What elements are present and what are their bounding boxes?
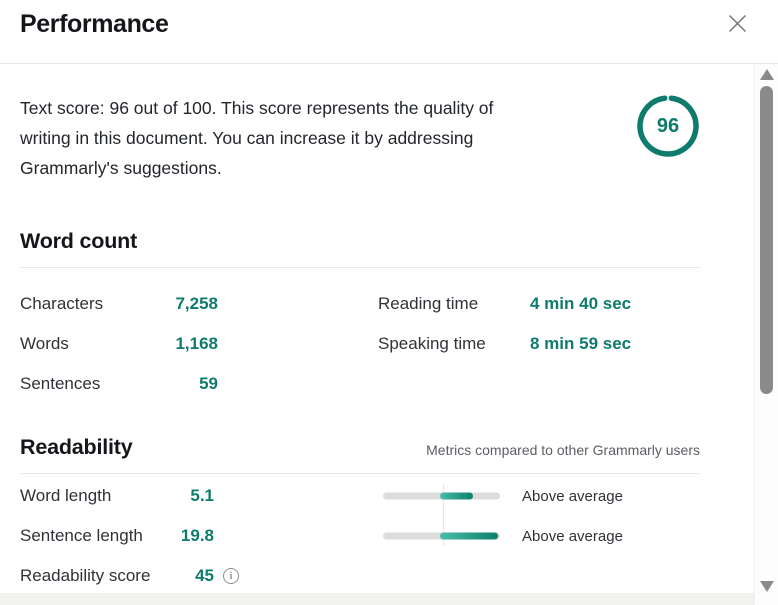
- word-count-section: Word count Characters 7,258 Words 1,168 …: [20, 229, 700, 404]
- stat-row-sentence-length: Sentence length 19.8 Above average: [20, 516, 700, 556]
- score-description: Text score: 96 out of 100. This score re…: [20, 98, 494, 178]
- divider: [20, 473, 700, 474]
- comparison-bar: [383, 532, 500, 540]
- comparison-bar-fill: [440, 532, 498, 540]
- scrollbar-thumb[interactable]: [760, 86, 773, 394]
- info-icon[interactable]: i: [223, 568, 239, 584]
- stat-value: 19.8: [180, 526, 214, 545]
- score-value: 96: [656, 114, 680, 137]
- scroll-down-icon[interactable]: [759, 581, 774, 592]
- stat-value: 7,258: [175, 294, 218, 313]
- stat-value: 45: [195, 566, 214, 585]
- score-summary: Text score: 96 out of 100. This score re…: [20, 93, 700, 183]
- bar-average-tick: [443, 484, 444, 546]
- divider: [20, 267, 700, 268]
- dialog-header: Performance: [0, 0, 778, 64]
- comparison-status: Above average: [522, 487, 623, 505]
- score-ring-icon: [637, 95, 699, 157]
- stat-label: Words: [20, 334, 69, 353]
- readability-section: Readability Metrics compared to other Gr…: [20, 435, 700, 596]
- stat-row-characters: Characters 7,258: [20, 284, 378, 324]
- readability-heading: Readability: [20, 435, 133, 459]
- stat-value: 1,168: [175, 334, 218, 353]
- score-ring: 96: [636, 94, 700, 158]
- close-button[interactable]: [726, 14, 748, 36]
- comparison-status: Above average: [522, 527, 623, 545]
- word-count-heading: Word count: [20, 229, 138, 253]
- stat-label: Readability score: [20, 566, 151, 585]
- scrollbar: [754, 64, 778, 605]
- bottom-edge-strip: [0, 593, 754, 605]
- stat-value: 8 min 59 sec: [530, 334, 632, 353]
- close-icon: [728, 14, 747, 36]
- stat-value: 5.1: [190, 486, 214, 505]
- comparison-bar: [383, 492, 500, 500]
- stat-row-speaking-time: Speaking time 8 min 59 sec: [378, 324, 700, 364]
- stat-label: Sentence length: [20, 526, 143, 545]
- dialog-content: Text score: 96 out of 100. This score re…: [0, 93, 778, 596]
- stat-label: Sentences: [20, 374, 101, 393]
- stat-value: 59: [199, 374, 218, 393]
- comparison-bar-fill: [440, 492, 474, 500]
- stat-row-readability-score: Readability score 45 i: [20, 556, 700, 596]
- stat-label: Reading time: [378, 294, 479, 313]
- stat-label: Characters: [20, 294, 104, 313]
- dialog-title: Performance: [20, 10, 169, 38]
- readability-note: Metrics compared to other Grammarly user…: [426, 442, 700, 458]
- stat-label: Speaking time: [378, 334, 486, 353]
- stat-row-sentences: Sentences 59: [20, 364, 378, 404]
- stat-row-reading-time: Reading time 4 min 40 sec: [378, 284, 700, 324]
- stat-row-word-length: Word length 5.1 Above average: [20, 476, 700, 516]
- stat-row-words: Words 1,168: [20, 324, 378, 364]
- stat-value: 4 min 40 sec: [530, 294, 632, 313]
- scroll-up-icon[interactable]: [759, 69, 774, 80]
- stat-label: Word length: [20, 486, 112, 505]
